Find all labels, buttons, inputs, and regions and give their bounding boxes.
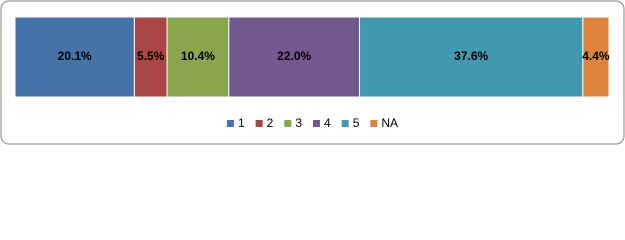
bar-segment — [359, 16, 584, 98]
legend-swatch — [284, 120, 292, 127]
bar-segment — [133, 16, 168, 98]
data-label: 10.4% — [181, 49, 215, 63]
legend-label: 3 — [295, 116, 302, 130]
data-label: 22.0% — [277, 49, 311, 63]
legend-label: 1 — [238, 116, 245, 130]
bar-segment — [166, 16, 230, 98]
bar-segment — [228, 16, 361, 98]
data-label: 37.6% — [454, 49, 488, 63]
data-label: 20.1% — [58, 49, 92, 63]
legend-swatch — [370, 120, 378, 127]
legend-label: 2 — [267, 116, 274, 130]
legend-label: 5 — [353, 116, 360, 130]
legend-label: 4 — [324, 116, 331, 130]
data-label: 4.4% — [582, 49, 610, 63]
legend-swatch — [313, 120, 321, 127]
legend-swatch — [341, 120, 349, 127]
bar-segment — [582, 16, 610, 98]
page: {"chart_data": {"type": "bar", "orientat… — [0, 0, 625, 145]
legend-label: NA — [381, 116, 398, 130]
legend-swatch — [226, 120, 234, 127]
bar-segment — [14, 16, 135, 98]
data-label: 5.5% — [137, 49, 165, 63]
chart: 20.1% 5.5% 10.4% 22.0% 37.6% 4.4% 1 2 3 4 5 NA — [0, 0, 625, 145]
legend-swatch — [255, 120, 263, 127]
